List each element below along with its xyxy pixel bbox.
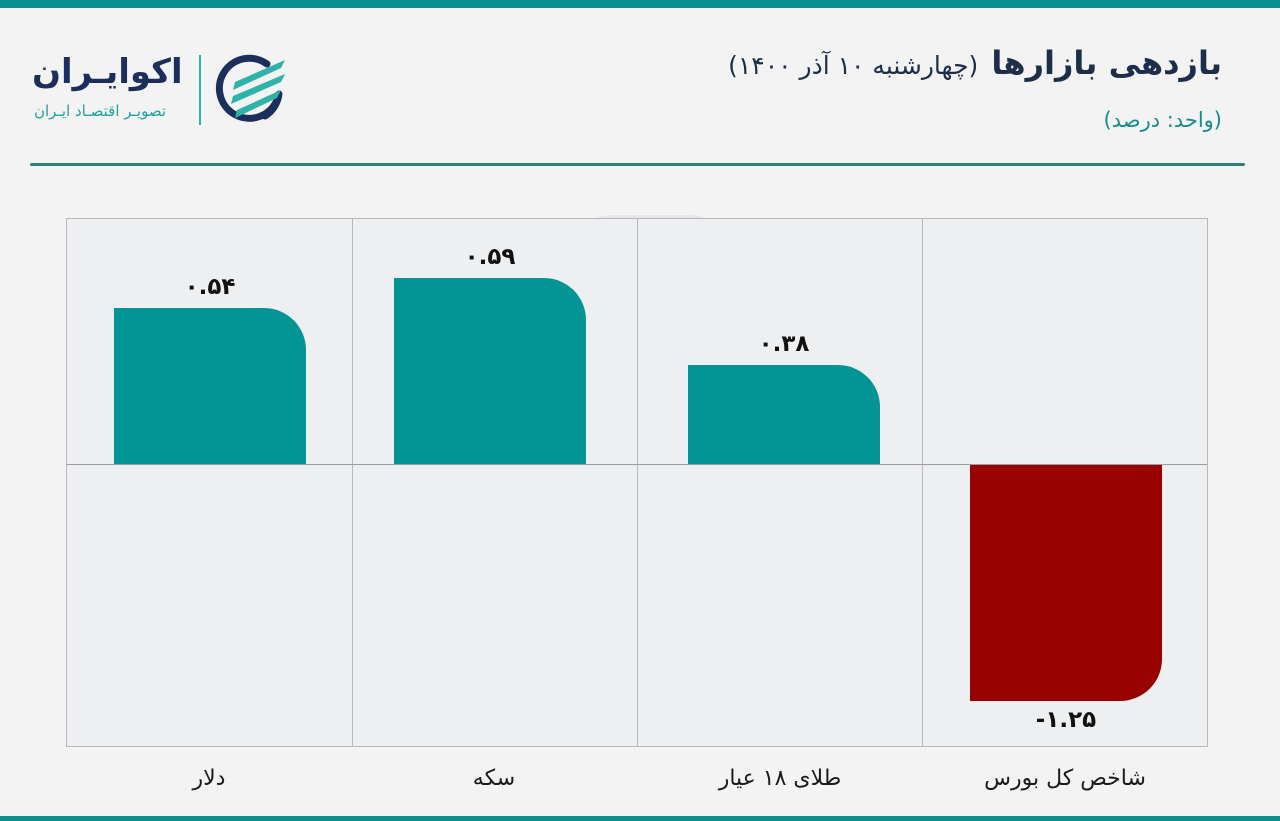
- bar-dollar: [114, 308, 306, 464]
- ecoiran-logo-icon: [215, 54, 285, 122]
- category-label-coin: سکه: [472, 766, 516, 791]
- logo-separator: [199, 55, 201, 125]
- bar-coin: [394, 278, 586, 464]
- logo: اکوایـران تصویـر اقتصـاد ایـران: [30, 52, 290, 132]
- column-separator: [352, 219, 353, 746]
- logo-tagline: تصویـر اقتصـاد ایـران: [34, 102, 167, 120]
- bar-gold-18k: [688, 365, 880, 464]
- title-main: بازدهی بازارها: [991, 44, 1222, 82]
- column-separator: [637, 219, 638, 746]
- category-label-gold-18k: طلای ۱۸ عیار: [718, 766, 842, 791]
- value-label-stock-index: -۱.۲۵: [1035, 707, 1097, 733]
- value-label-dollar: ۰.۵۴: [184, 274, 236, 300]
- logo-name: اکوایـران: [32, 52, 183, 92]
- value-label-coin: ۰.۵۹: [464, 244, 516, 270]
- bar-chart: ۰.۵۴ ۰.۵۹ ۰.۳۸ -۱.۲۵: [66, 218, 1208, 747]
- category-label-dollar: دلار: [192, 766, 226, 791]
- chart-title: بازدهی بازارها (چهارشنبه ۱۰ آذر ۱۴۰۰): [728, 44, 1222, 82]
- bottom-accent-bar: [0, 816, 1280, 821]
- category-label-stock-index: شاخص کل بورس: [984, 766, 1146, 791]
- bar-stock-index: [970, 465, 1162, 701]
- title-date: (چهارشنبه ۱۰ آذر ۱۴۰۰): [728, 51, 979, 80]
- column-separator: [922, 219, 923, 746]
- unit-label: (واحد: درصد): [1103, 108, 1222, 132]
- header-divider: [30, 163, 1245, 166]
- value-label-gold-18k: ۰.۳۸: [758, 331, 810, 357]
- top-accent-bar: [0, 0, 1280, 8]
- zero-baseline: [67, 464, 1207, 465]
